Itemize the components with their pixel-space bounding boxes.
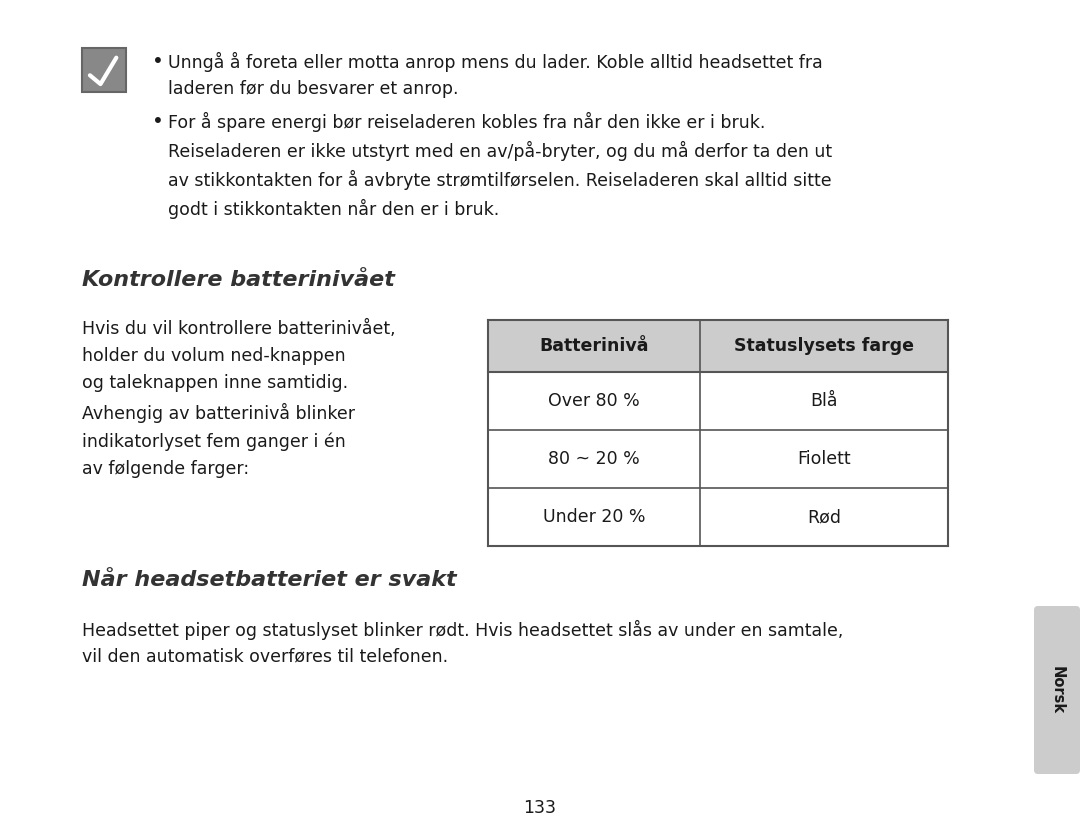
Text: Fiolett: Fiolett — [797, 450, 851, 468]
Text: •: • — [152, 52, 164, 71]
Text: Batterinivå: Batterinivå — [539, 337, 649, 355]
Bar — [488, 320, 948, 372]
Text: Blå: Blå — [810, 392, 838, 410]
Text: •: • — [152, 112, 164, 131]
Text: Headsettet piper og statuslyset blinker rødt. Hvis headsettet slås av under en s: Headsettet piper og statuslyset blinker … — [82, 620, 843, 666]
FancyBboxPatch shape — [1034, 606, 1080, 774]
Text: 80 ~ 20 %: 80 ~ 20 % — [548, 450, 639, 468]
Text: Unngå å foreta eller motta anrop mens du lader. Koble alltid headsettet fra
lade: Unngå å foreta eller motta anrop mens du… — [168, 52, 823, 97]
Text: Under 20 %: Under 20 % — [542, 508, 645, 526]
Text: For å spare energi bør reiseladeren kobles fra når den ikke er i bruk.
Reiselade: For å spare energi bør reiseladeren kobl… — [168, 112, 832, 219]
Text: Over 80 %: Over 80 % — [548, 392, 639, 410]
Text: Statuslysets farge: Statuslysets farge — [733, 337, 914, 355]
Text: Når headsetbatteriet er svakt: Når headsetbatteriet er svakt — [82, 570, 457, 590]
Text: Norsk: Norsk — [1050, 666, 1065, 714]
Bar — [82, 48, 126, 92]
Text: 133: 133 — [524, 799, 556, 817]
Text: Rød: Rød — [807, 508, 841, 526]
Text: Kontrollere batterinivået: Kontrollere batterinivået — [82, 270, 395, 290]
Text: Hvis du vil kontrollere batterinivået,
holder du volum ned-knappen
og taleknappe: Hvis du vil kontrollere batterinivået, h… — [82, 320, 395, 478]
